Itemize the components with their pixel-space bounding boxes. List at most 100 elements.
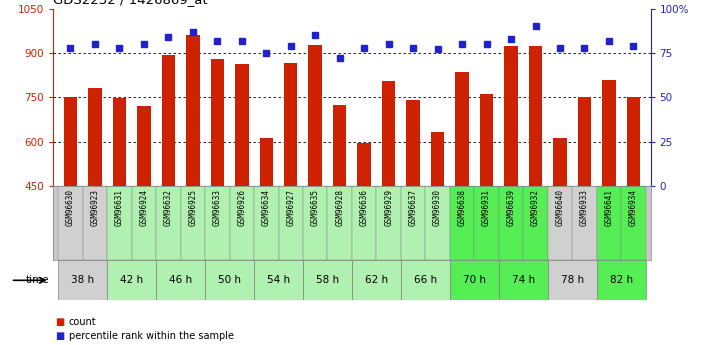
Bar [58, 186, 82, 260]
Text: GSM96638: GSM96638 [458, 188, 466, 226]
Text: GSM96924: GSM96924 [139, 188, 149, 226]
Bar [112, 98, 126, 186]
Bar [205, 260, 254, 300]
Bar [480, 94, 493, 186]
Text: GSM96928: GSM96928 [335, 188, 344, 226]
Bar [450, 186, 474, 260]
Bar [254, 186, 279, 260]
Text: ■: ■ [55, 317, 65, 327]
Bar [303, 260, 352, 300]
Bar [279, 186, 303, 260]
Bar [352, 186, 376, 260]
Bar [602, 80, 616, 186]
Bar [132, 186, 156, 260]
Bar [161, 55, 175, 186]
Text: 50 h: 50 h [218, 275, 241, 285]
Text: GSM96630: GSM96630 [66, 188, 75, 226]
Bar [333, 105, 346, 186]
Bar [401, 260, 450, 300]
Bar [260, 138, 273, 186]
Text: 62 h: 62 h [365, 275, 388, 285]
Text: 42 h: 42 h [120, 275, 143, 285]
Bar [156, 186, 181, 260]
Bar [547, 260, 597, 300]
Text: GSM96932: GSM96932 [531, 188, 540, 226]
Text: GSM96634: GSM96634 [262, 188, 271, 226]
Bar [499, 260, 547, 300]
Bar [235, 64, 249, 186]
Text: 74 h: 74 h [512, 275, 535, 285]
Text: percentile rank within the sample: percentile rank within the sample [69, 331, 234, 341]
Text: time: time [26, 275, 50, 285]
Bar [547, 186, 572, 260]
Bar [181, 186, 205, 260]
Text: GSM96927: GSM96927 [287, 188, 295, 226]
Text: 70 h: 70 h [463, 275, 486, 285]
Bar [230, 186, 254, 260]
Bar [107, 186, 132, 260]
Bar [621, 186, 646, 260]
Bar [376, 186, 401, 260]
Text: GSM96933: GSM96933 [580, 188, 589, 226]
Bar [284, 62, 297, 186]
Bar [578, 97, 592, 186]
Bar [382, 81, 395, 186]
Text: GSM96633: GSM96633 [213, 188, 222, 226]
Bar [523, 186, 547, 260]
Text: 38 h: 38 h [71, 275, 95, 285]
Bar [455, 72, 469, 186]
Text: count: count [69, 317, 97, 327]
Text: GSM96641: GSM96641 [604, 188, 614, 226]
Bar [597, 260, 646, 300]
Bar [107, 260, 156, 300]
Bar [309, 45, 322, 186]
Text: GSM96934: GSM96934 [629, 188, 638, 226]
Bar [572, 186, 597, 260]
Text: GSM96929: GSM96929 [384, 188, 393, 226]
Bar [352, 260, 401, 300]
Text: GSM96930: GSM96930 [433, 188, 442, 226]
Bar [88, 88, 102, 186]
Text: GSM96926: GSM96926 [237, 188, 246, 226]
Text: GSM96925: GSM96925 [188, 188, 198, 226]
Text: GSM96931: GSM96931 [482, 188, 491, 226]
Text: GSM96632: GSM96632 [164, 188, 173, 226]
Text: GSM96636: GSM96636 [360, 188, 369, 226]
Bar [186, 35, 200, 186]
Text: ■: ■ [55, 331, 65, 341]
Bar [210, 59, 224, 186]
Bar [303, 186, 328, 260]
Bar [401, 186, 425, 260]
Bar [58, 260, 107, 300]
Bar [431, 132, 444, 186]
Bar [499, 186, 523, 260]
Bar [64, 97, 77, 186]
Bar [205, 186, 230, 260]
Bar [553, 138, 567, 186]
Bar [328, 186, 352, 260]
Bar [626, 97, 640, 186]
Text: 66 h: 66 h [414, 275, 437, 285]
Bar [407, 100, 420, 186]
Bar [254, 260, 303, 300]
Bar [425, 186, 450, 260]
Text: GSM96635: GSM96635 [311, 188, 320, 226]
Bar [450, 260, 499, 300]
Text: 54 h: 54 h [267, 275, 290, 285]
Text: GDS2232 / 1426869_at: GDS2232 / 1426869_at [53, 0, 208, 6]
Bar [137, 106, 151, 186]
Bar [597, 186, 621, 260]
Text: GSM96640: GSM96640 [555, 188, 565, 226]
Text: 58 h: 58 h [316, 275, 339, 285]
Text: GSM96923: GSM96923 [90, 188, 100, 226]
Text: GSM96639: GSM96639 [506, 188, 515, 226]
Bar [529, 46, 542, 186]
Bar [474, 186, 499, 260]
Bar [156, 260, 205, 300]
Bar [504, 46, 518, 186]
Text: 46 h: 46 h [169, 275, 192, 285]
Text: 78 h: 78 h [561, 275, 584, 285]
Text: GSM96637: GSM96637 [409, 188, 417, 226]
Text: GSM96631: GSM96631 [115, 188, 124, 226]
Text: 82 h: 82 h [609, 275, 633, 285]
